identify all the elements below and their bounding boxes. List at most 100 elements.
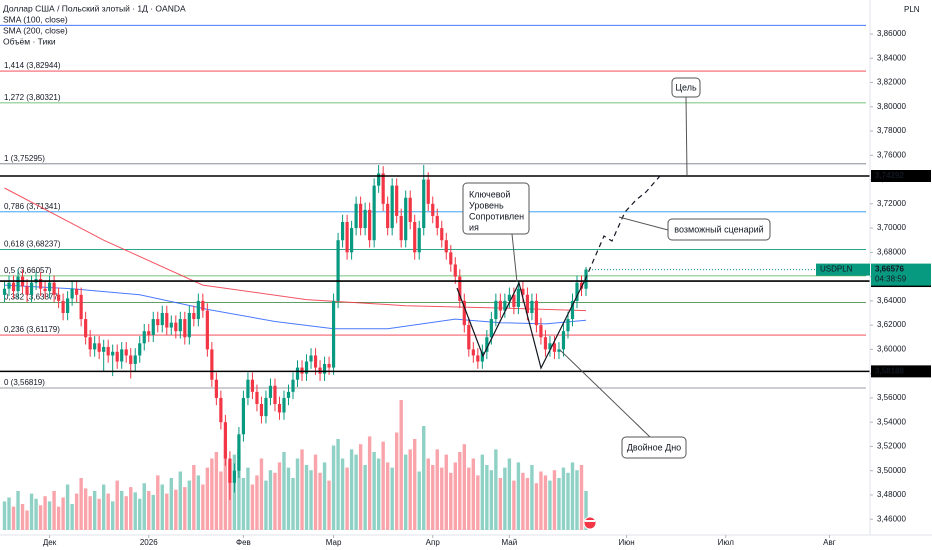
candle-body <box>417 228 421 253</box>
volume-bar <box>291 478 295 530</box>
candle-body <box>120 349 124 362</box>
candle-body <box>313 355 318 368</box>
volume-bar <box>295 458 300 530</box>
volume-bar <box>219 471 223 530</box>
volume-bar <box>521 472 525 530</box>
y-tick-label: 3,54000 <box>877 417 906 426</box>
volume-bar <box>11 506 16 530</box>
volume-bar <box>88 496 92 530</box>
candle-body <box>79 294 83 320</box>
annotation-box <box>462 182 530 235</box>
volume-bar <box>223 439 228 530</box>
volume-bar <box>440 467 444 530</box>
volume-bar <box>20 504 25 530</box>
candle-body <box>440 228 444 241</box>
candle-body <box>246 379 250 398</box>
annotation-text: Сопротивлен <box>469 211 524 221</box>
fib-label: 0,618 (3,68237) <box>4 240 61 249</box>
x-tick-label: Апр <box>426 538 441 547</box>
candle-body <box>115 351 119 362</box>
volume-bar <box>458 452 462 530</box>
candle-body <box>273 385 277 404</box>
candle-body <box>449 252 453 265</box>
fib-label: 0,5 (3,66057) <box>4 266 52 275</box>
callout-line <box>511 233 518 283</box>
candle-body <box>52 282 56 295</box>
fib-label: 1 (3,75295) <box>4 154 45 163</box>
volume-bar <box>318 472 322 530</box>
candle-body <box>16 276 20 292</box>
candle-body <box>295 367 300 380</box>
y-tick-label: 3,70000 <box>877 223 906 232</box>
volume-bar <box>584 491 588 530</box>
event-flag[interactable] <box>583 516 597 530</box>
y-tick-label: 3,50000 <box>877 466 906 475</box>
volume-bar <box>61 497 65 530</box>
volume-bar <box>507 458 512 530</box>
volume-bar <box>246 467 250 530</box>
volume-bar <box>530 465 534 530</box>
double-bottom-pattern <box>456 279 586 370</box>
candle-body <box>192 312 196 320</box>
volume-bar <box>74 493 79 530</box>
y-tick-label: 3,72000 <box>877 199 906 208</box>
candle-body <box>471 349 475 356</box>
volume-bar <box>322 462 327 530</box>
candle-body <box>277 403 282 413</box>
candle-body <box>395 185 399 216</box>
volume-bar <box>399 400 403 530</box>
volume-bar <box>25 510 29 530</box>
candle-body <box>476 355 480 362</box>
annotation-text: Цель <box>675 82 697 92</box>
candle-body <box>106 346 110 356</box>
candle-body <box>102 346 106 352</box>
candle-body <box>264 397 268 417</box>
volume-bar <box>313 454 318 530</box>
y-tick-label: 3,48000 <box>877 490 906 499</box>
volume-bar <box>534 483 539 530</box>
candle-body <box>223 422 227 459</box>
y-tick-label: 3,46000 <box>877 514 906 523</box>
candle-body <box>354 203 358 229</box>
candle-body <box>138 343 142 356</box>
candle-body <box>147 331 151 335</box>
candle-body <box>512 294 516 307</box>
candle-body <box>25 286 29 295</box>
volume-bar <box>92 491 97 530</box>
candle-body <box>422 179 426 229</box>
volume-bar <box>241 478 246 530</box>
volume-bar <box>268 470 273 530</box>
indicator-label: Объём · Тики <box>3 36 56 46</box>
y-tick-label: 3,80000 <box>877 102 906 111</box>
candle-body <box>386 203 390 229</box>
volume-bar <box>413 439 417 530</box>
volume-bar <box>390 467 394 530</box>
annotation-text: Уровень <box>469 200 504 210</box>
candle-body <box>47 282 52 292</box>
candle-body <box>124 349 128 356</box>
candle-body <box>165 312 169 328</box>
volume-bar <box>471 458 476 530</box>
volume-bar <box>345 467 349 530</box>
volume-bar <box>476 475 480 530</box>
candle-body <box>309 355 313 362</box>
volume-bar <box>183 487 187 530</box>
y-tick-label: 3,52000 <box>877 442 906 451</box>
annotation-text: Ключевой <box>469 189 510 199</box>
volume-bar <box>34 498 38 530</box>
symbol-tag <box>816 263 870 276</box>
candle-body <box>241 397 246 435</box>
level-layer <box>0 175 870 373</box>
volume-bar <box>187 480 192 530</box>
volume-bar <box>340 458 345 530</box>
candle-body <box>43 288 47 292</box>
last-price-tag <box>871 263 931 286</box>
volume-bar <box>214 452 219 530</box>
price-tag-label: 3,74292 <box>875 171 904 180</box>
volume-bar <box>210 458 214 530</box>
volume-bar <box>201 484 205 530</box>
volume-bar <box>205 467 210 530</box>
volume-bar <box>480 454 485 530</box>
volume-bar <box>367 436 372 530</box>
